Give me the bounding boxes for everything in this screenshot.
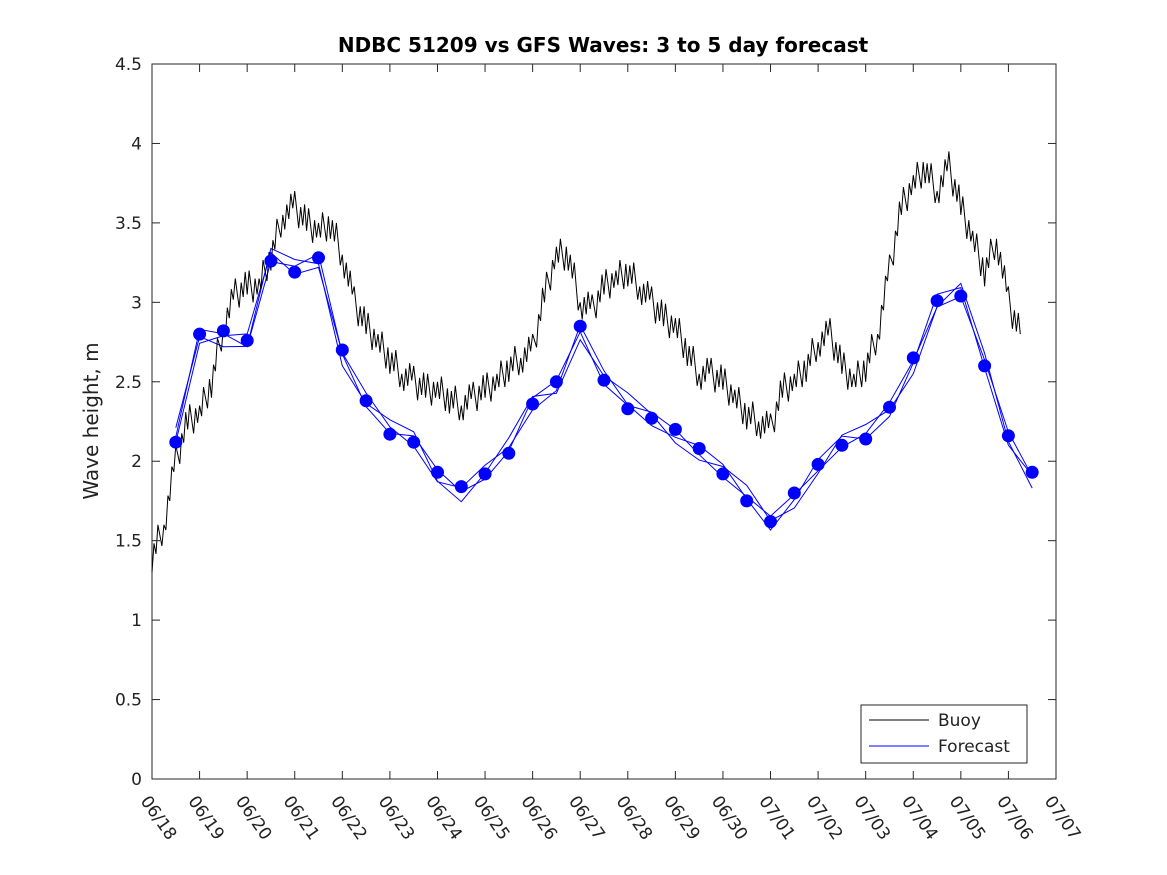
forecast-point [169, 435, 183, 449]
chart-title: NDBC 51209 vs GFS Waves: 3 to 5 day fore… [338, 33, 869, 57]
legend-box [860, 704, 1028, 764]
forecast-point [859, 432, 873, 446]
y-tick-label: 3.5 [115, 214, 142, 234]
forecast-point [407, 435, 421, 449]
forecast-point [502, 446, 516, 460]
forecast-point [906, 351, 920, 365]
forecast-point [954, 289, 968, 303]
forecast-point [787, 486, 801, 500]
y-tick-label: 0 [131, 770, 142, 790]
forecast-point [621, 402, 635, 416]
buoy-line [151, 151, 1021, 573]
forecast-point [930, 294, 944, 308]
forecast-point [668, 422, 682, 436]
buoy-series [151, 151, 1021, 573]
forecast-series [169, 251, 1039, 529]
forecast-point [526, 397, 540, 411]
forecast-point [335, 343, 349, 357]
forecast-point [216, 324, 230, 338]
plot-area: 06/18 06/19 06/20 06/21 06/22 06/23 06/24 06/25… [115, 55, 1084, 844]
forecast-point [454, 480, 468, 494]
y-tick-label: 1.5 [115, 532, 142, 552]
forecast-point [288, 265, 302, 279]
forecast-point [264, 254, 278, 268]
y-tick-label: 1 [131, 611, 142, 631]
forecast-point [240, 334, 254, 347]
forecast-run-line [175, 251, 1033, 531]
forecast-point [764, 515, 777, 529]
forecast-point [193, 327, 207, 341]
legend-label-forecast: Forecast [938, 737, 1010, 757]
forecast-point [597, 373, 611, 387]
legend: Buoy Forecast [860, 704, 1028, 764]
forecast-point [692, 442, 706, 455]
forecast-point [740, 494, 754, 508]
forecast-point [573, 319, 587, 333]
forecast-point [716, 467, 730, 481]
y-tick-label: 4 [131, 134, 142, 154]
forecast-point [383, 427, 397, 441]
forecast-point [835, 438, 849, 452]
forecast-point [359, 394, 373, 408]
y-tick-label: 3 [131, 293, 142, 313]
forecast-point [1001, 429, 1015, 443]
forecast-point [978, 359, 992, 373]
y-tick-label: 2 [131, 452, 142, 472]
forecast-point [312, 251, 325, 265]
forecast-point [431, 465, 444, 479]
y-tick-label: 2.5 [115, 373, 142, 393]
forecast-point [549, 375, 563, 389]
y-axis: 0 0.5 1 1.5 2 2.5 3 3.5 4 4.5 [115, 55, 1056, 790]
y-tick-label: 0.5 [115, 691, 142, 711]
forecast-point [645, 411, 659, 425]
forecast-point [478, 467, 492, 481]
legend-label-buoy: Buoy [938, 711, 981, 731]
forecast-point [1025, 465, 1039, 479]
y-axis-label: Wave height, m [79, 342, 103, 499]
forecast-point [811, 457, 825, 471]
forecast-point [883, 400, 896, 414]
y-tick-label: 4.5 [115, 55, 142, 75]
plot-frame [151, 63, 1057, 780]
